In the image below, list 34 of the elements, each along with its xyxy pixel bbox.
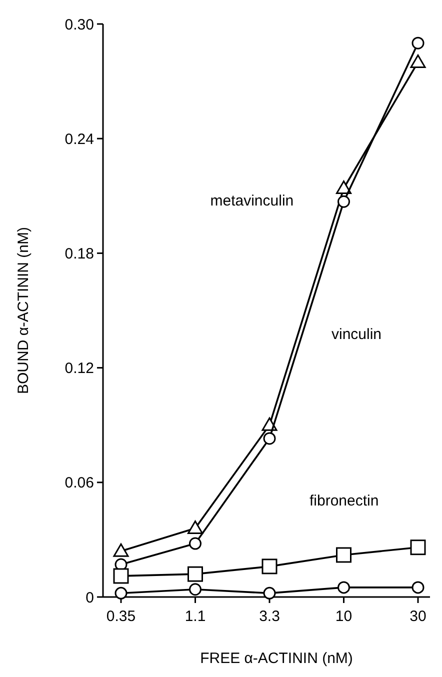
y-tick-label: 0: [86, 589, 94, 606]
annotation: metavinculin: [210, 192, 294, 210]
point: [412, 581, 424, 594]
point: [410, 54, 426, 68]
point: [113, 543, 129, 557]
x-tick-label: 10: [335, 608, 352, 625]
point: [410, 540, 426, 556]
annotation: vinculin: [332, 326, 382, 344]
point: [188, 566, 203, 582]
point: [336, 547, 352, 563]
point: [113, 568, 129, 584]
x-tick-label: 30: [410, 608, 426, 625]
point: [263, 586, 276, 600]
point: [338, 581, 350, 594]
point: [189, 583, 202, 596]
point: [188, 520, 203, 534]
y-tick-label: 0.18: [64, 245, 94, 262]
x-axis-title: FREE α-ACTININ (nM): [200, 650, 353, 667]
point: [412, 36, 424, 50]
y-tick-label: 0.24: [64, 130, 94, 148]
point: [114, 586, 128, 600]
point: [262, 558, 278, 574]
x-tick-label: 3.3: [259, 608, 280, 625]
y-tick-label: 0.30: [64, 16, 94, 34]
point: [189, 537, 202, 550]
point: [338, 195, 350, 208]
point: [263, 432, 276, 445]
x-tick-label: 0.35: [106, 608, 136, 625]
annotation: fibronectin: [310, 492, 379, 510]
point: [336, 180, 352, 194]
x-tick-label: 1.1: [184, 608, 206, 625]
y-axis-title: BOUND α-ACTININ (nM): [15, 226, 32, 394]
y-tick-label: 0.12: [64, 360, 94, 378]
y-tick-label: 0.06: [64, 474, 94, 492]
